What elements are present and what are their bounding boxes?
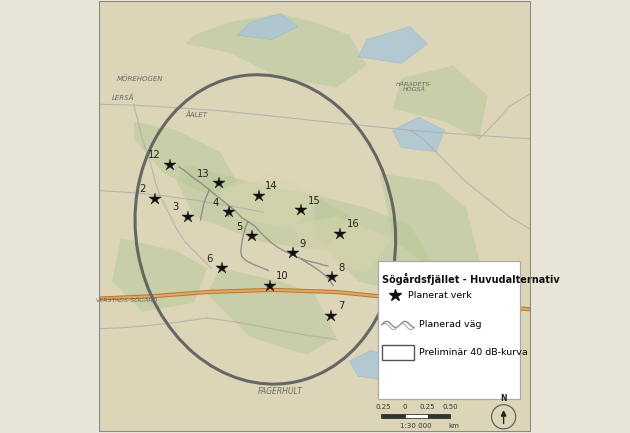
Text: 7: 7 — [338, 301, 344, 311]
Text: ÅALET: ÅALET — [185, 112, 207, 118]
Polygon shape — [392, 117, 445, 152]
Text: 0.25: 0.25 — [375, 404, 391, 410]
Polygon shape — [238, 14, 298, 39]
Text: 14: 14 — [265, 181, 278, 191]
Text: 6: 6 — [207, 254, 213, 264]
Polygon shape — [315, 195, 436, 294]
Text: 16: 16 — [346, 220, 359, 229]
Text: 12: 12 — [148, 150, 161, 160]
Text: FAGERHULT: FAGERHULT — [258, 387, 303, 396]
Text: Planerat verk: Planerat verk — [408, 291, 471, 300]
Polygon shape — [177, 165, 350, 251]
Text: Planerad väg: Planerad väg — [418, 320, 481, 329]
Polygon shape — [134, 122, 238, 195]
Polygon shape — [185, 14, 367, 87]
Text: 0.50: 0.50 — [442, 404, 458, 410]
Text: 0: 0 — [403, 404, 407, 410]
Text: Sögårdsfjället - Huvudalternativ: Sögårdsfjället - Huvudalternativ — [382, 273, 559, 284]
Bar — [428, 414, 450, 418]
Text: 3: 3 — [172, 202, 178, 212]
Bar — [377, 261, 520, 399]
Polygon shape — [380, 173, 479, 281]
Bar — [405, 414, 428, 418]
Text: 13: 13 — [197, 168, 210, 178]
Text: N: N — [500, 394, 507, 403]
Polygon shape — [358, 26, 427, 63]
Text: 8: 8 — [339, 262, 345, 273]
Text: 5: 5 — [236, 222, 243, 232]
Polygon shape — [392, 65, 488, 139]
Text: MÖREHOGEN: MÖREHOGEN — [117, 75, 163, 82]
Text: 1:30 000: 1:30 000 — [400, 423, 432, 429]
Polygon shape — [112, 238, 207, 311]
Text: km: km — [448, 423, 459, 429]
Polygon shape — [410, 294, 509, 368]
Text: 0.25: 0.25 — [420, 404, 435, 410]
Polygon shape — [294, 216, 392, 273]
Bar — [382, 345, 415, 360]
Text: 9: 9 — [299, 239, 306, 249]
Text: Preliminär 40 dB-kurva: Preliminär 40 dB-kurva — [418, 348, 527, 357]
Polygon shape — [350, 350, 401, 381]
Polygon shape — [220, 173, 324, 229]
Text: HÄRADETS-
HÖGSÅ: HÄRADETS- HÖGSÅ — [396, 81, 433, 92]
Polygon shape — [207, 268, 336, 355]
Text: 15: 15 — [307, 196, 321, 206]
Text: 10: 10 — [276, 271, 289, 281]
Bar — [381, 414, 405, 418]
Text: VERSTADS-SÖGÅRD: VERSTADS-SÖGÅRD — [96, 298, 159, 303]
Text: 2: 2 — [139, 184, 146, 194]
Text: LERSÅ: LERSÅ — [112, 94, 134, 101]
Text: 4: 4 — [213, 198, 219, 208]
